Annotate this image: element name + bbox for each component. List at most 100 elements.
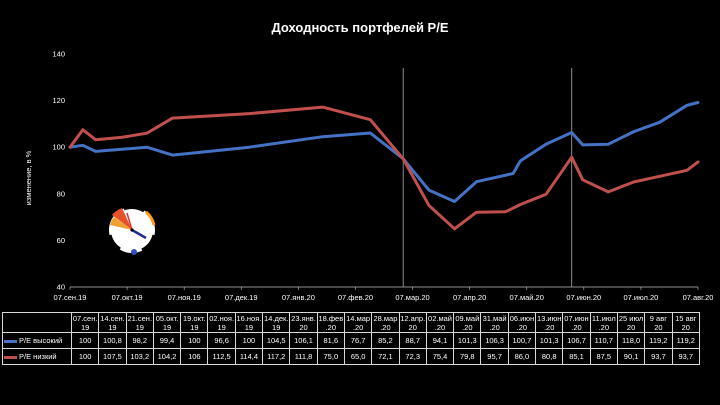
table-row: P/E низкий 100 107,5 103,2 104,2 106 112,5 114,… bbox=[2, 348, 701, 365]
y-axis: 40 60 80 100 120 140 bbox=[52, 50, 65, 292]
x-tick-label: 07.дек.19 bbox=[225, 293, 258, 302]
y-tick-label: 100 bbox=[52, 143, 65, 152]
y-tick-label: 80 bbox=[57, 189, 65, 198]
legend-label: P/E низкий bbox=[19, 352, 57, 361]
table-header-cell: 14.сен. 19 bbox=[98, 312, 127, 333]
table-row: P/E высокий 100 100,8 98,2 99,4 100 96,6 100 104… bbox=[2, 332, 701, 349]
table-cell: 90,1 bbox=[616, 348, 646, 365]
table-cell: 75,0 bbox=[316, 348, 345, 365]
table-cell: 72,1 bbox=[371, 348, 400, 365]
table-header-cell: 28.мар .20 bbox=[371, 312, 400, 333]
table-cell: 110,7 bbox=[589, 332, 618, 349]
table-cell: 103,2 bbox=[125, 348, 154, 365]
table-cell: 100 bbox=[180, 332, 209, 349]
table-header-cell: 07.июн .20 bbox=[562, 312, 591, 333]
table-cell: 101,3 bbox=[535, 332, 564, 349]
x-axis: 07.сен.19 07.окт.19 07.ноя.19 07.дек.19 07.я… bbox=[54, 286, 714, 302]
table-cell: 104,5 bbox=[262, 332, 291, 349]
x-tick-label: 07.фев.20 bbox=[338, 293, 373, 302]
table-cell: 106,1 bbox=[289, 332, 318, 349]
clock-logo-icon bbox=[108, 206, 156, 255]
table-cell: 79,8 bbox=[453, 348, 482, 365]
x-tick-label: 07.мар.20 bbox=[395, 293, 429, 302]
table-header-cell: 06.июн .20 bbox=[507, 312, 537, 333]
table-cell: 93,7 bbox=[644, 348, 673, 365]
table-cell: 85,1 bbox=[562, 348, 591, 365]
table-header-cell: 23.янв. 20 bbox=[289, 312, 318, 333]
table-cell: 101,3 bbox=[453, 332, 482, 349]
series-line-high bbox=[68, 101, 700, 203]
table-cell: 96,6 bbox=[207, 332, 236, 349]
y-tick-label: 120 bbox=[52, 96, 65, 105]
y-tick-label: 40 bbox=[57, 283, 65, 292]
table-cell: 100,7 bbox=[507, 332, 537, 349]
table-cell: 72,3 bbox=[398, 348, 427, 365]
table-row-label: P/E низкий bbox=[2, 348, 72, 365]
data-table: 07.сен. 19 14.сен. 19 21.сен. 19 05.окт. 19 19.о… bbox=[2, 312, 701, 365]
legend-swatch bbox=[4, 355, 17, 359]
table-header-cell: 15 авг 20 bbox=[671, 312, 701, 333]
table-header-cell: 13.июн .20 bbox=[535, 312, 564, 333]
table-cell: 87,5 bbox=[589, 348, 618, 365]
x-tick-label: 07.авг.20 bbox=[683, 293, 714, 302]
table-cell: 107,5 bbox=[98, 348, 127, 365]
table-header-cell: 14.мар .20 bbox=[343, 312, 373, 333]
table-header-cell: 05.окт. 19 bbox=[152, 312, 182, 333]
table-cell: 118,0 bbox=[616, 332, 646, 349]
table-cell: 100,8 bbox=[98, 332, 127, 349]
x-tick-label: 07.окт.19 bbox=[112, 293, 143, 302]
x-tick-label: 07.сен.19 bbox=[54, 293, 87, 302]
table-cell: 94,1 bbox=[425, 332, 455, 349]
table-cell: 98,2 bbox=[125, 332, 154, 349]
table-corner-cell bbox=[2, 312, 72, 333]
table-cell: 75,4 bbox=[425, 348, 455, 365]
table-cell: 65,0 bbox=[343, 348, 373, 365]
table-cell: 114,4 bbox=[234, 348, 264, 365]
y-axis-label: изменение, в % bbox=[24, 150, 33, 205]
table-row-label: P/E высокий bbox=[2, 332, 72, 349]
vertical-markers bbox=[402, 68, 573, 287]
table-header-cell: 14.дек. 19 bbox=[262, 312, 291, 333]
table-header-cell: 16.ноя. 19 bbox=[234, 312, 264, 333]
table-cell: 93,7 bbox=[671, 348, 701, 365]
table-cell: 117,2 bbox=[262, 348, 291, 365]
table-cell: 119,2 bbox=[671, 332, 701, 349]
series-lines bbox=[68, 101, 700, 231]
table-cell: 106,3 bbox=[480, 332, 509, 349]
table-header-cell: 09.май .20 bbox=[453, 312, 482, 333]
table-header-cell: 07.сен. 19 bbox=[70, 312, 100, 333]
y-tick-label: 140 bbox=[52, 50, 65, 59]
table-header-cell: 19.окт. 19 bbox=[180, 312, 209, 333]
x-tick-label: 07.апр.20 bbox=[453, 293, 486, 302]
table-cell: 81,6 bbox=[316, 332, 345, 349]
chart-title: Доходность портфелей P/E bbox=[271, 20, 449, 35]
table-cell: 95,7 bbox=[480, 348, 509, 365]
table-cell: 99,4 bbox=[152, 332, 182, 349]
table-cell: 119,2 bbox=[644, 332, 673, 349]
x-tick-label: 07.июл.20 bbox=[623, 293, 658, 302]
table-cell: 100 bbox=[234, 332, 264, 349]
table-cell: 100 bbox=[70, 348, 100, 365]
table-cell: 86,0 bbox=[507, 348, 537, 365]
table-header-cell: 25 июл 20 bbox=[616, 312, 646, 333]
table-cell: 104,2 bbox=[152, 348, 182, 365]
table-header-cell: 21.сен. 19 bbox=[125, 312, 154, 333]
table-header-cell: 9 авг 20 bbox=[644, 312, 673, 333]
x-tick-label: 07.ноя.19 bbox=[168, 293, 201, 302]
x-tick-label: 07.янв.20 bbox=[282, 293, 315, 302]
table-cell: 80,8 bbox=[535, 348, 564, 365]
table-header-cell: 12.апр. 20 bbox=[398, 312, 427, 333]
table-header-cell: 02.май .20 bbox=[425, 312, 455, 333]
table-cell: 88,7 bbox=[398, 332, 427, 349]
table-header-cell: 31.май .20 bbox=[480, 312, 509, 333]
table-cell: 112,5 bbox=[207, 348, 236, 365]
table-header-cell: 11.июл .20 bbox=[589, 312, 618, 333]
legend-swatch bbox=[4, 339, 17, 343]
series-line-low bbox=[68, 105, 700, 231]
table-cell: 85,2 bbox=[371, 332, 400, 349]
y-tick-label: 60 bbox=[57, 236, 65, 245]
table-cell: 111,8 bbox=[289, 348, 318, 365]
table-cell: 76,7 bbox=[343, 332, 373, 349]
legend-label: P/E высокий bbox=[19, 336, 63, 345]
